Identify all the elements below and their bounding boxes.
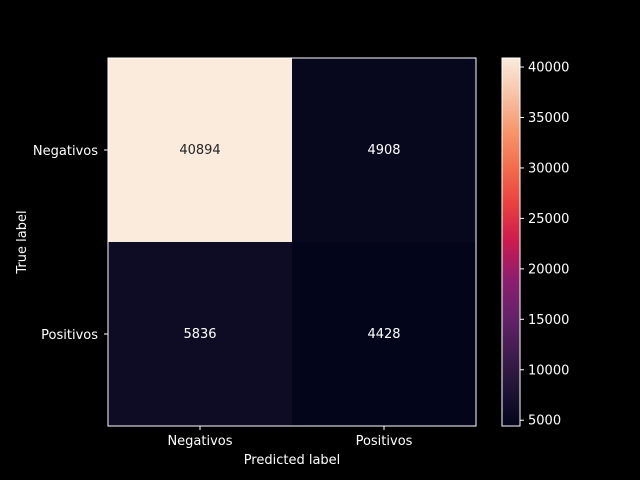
colorbar-tick-label: 15000 [528,313,569,328]
colorbar-ticks: 5000 10000 15000 20000 25000 30000 35000 40000 [520,61,569,429]
x-tick-label: Positivos [356,434,413,449]
colorbar-tick-label: 20000 [528,262,569,277]
cell-value-label: 4428 [367,327,400,342]
x-axis-label: Predicted label [244,453,341,468]
heatmap-cell [108,58,292,242]
y-tick-label: Positivos [41,328,98,343]
heatmap-cells [108,58,476,426]
cell-value-label: 5836 [183,327,216,342]
heatmap-cell [292,58,476,242]
colorbar-tick-label: 10000 [528,363,569,378]
heatmap-cell [292,242,476,426]
colorbar [501,57,521,427]
cell-value-labels: 40894 4908 5836 4428 [179,143,400,342]
x-tick-label: Negativos [167,434,232,449]
x-tick-labels: Negativos Positivos [167,426,413,449]
colorbar-tick-label: 25000 [528,212,569,227]
colorbar-tick-label: 30000 [528,161,569,176]
colorbar-tick-label: 40000 [528,61,569,76]
colorbar-tick-label: 35000 [528,111,569,126]
y-axis-label: True label [15,210,30,274]
colorbar-tick-label: 5000 [528,414,561,429]
y-tick-label: Negativos [33,144,98,159]
y-tick-labels: Negativos Positivos [33,144,108,343]
cell-value-label: 40894 [179,143,220,158]
heatmap-frame [107,57,477,427]
cell-value-label: 4908 [367,143,400,158]
heatmap-cell [108,242,292,426]
